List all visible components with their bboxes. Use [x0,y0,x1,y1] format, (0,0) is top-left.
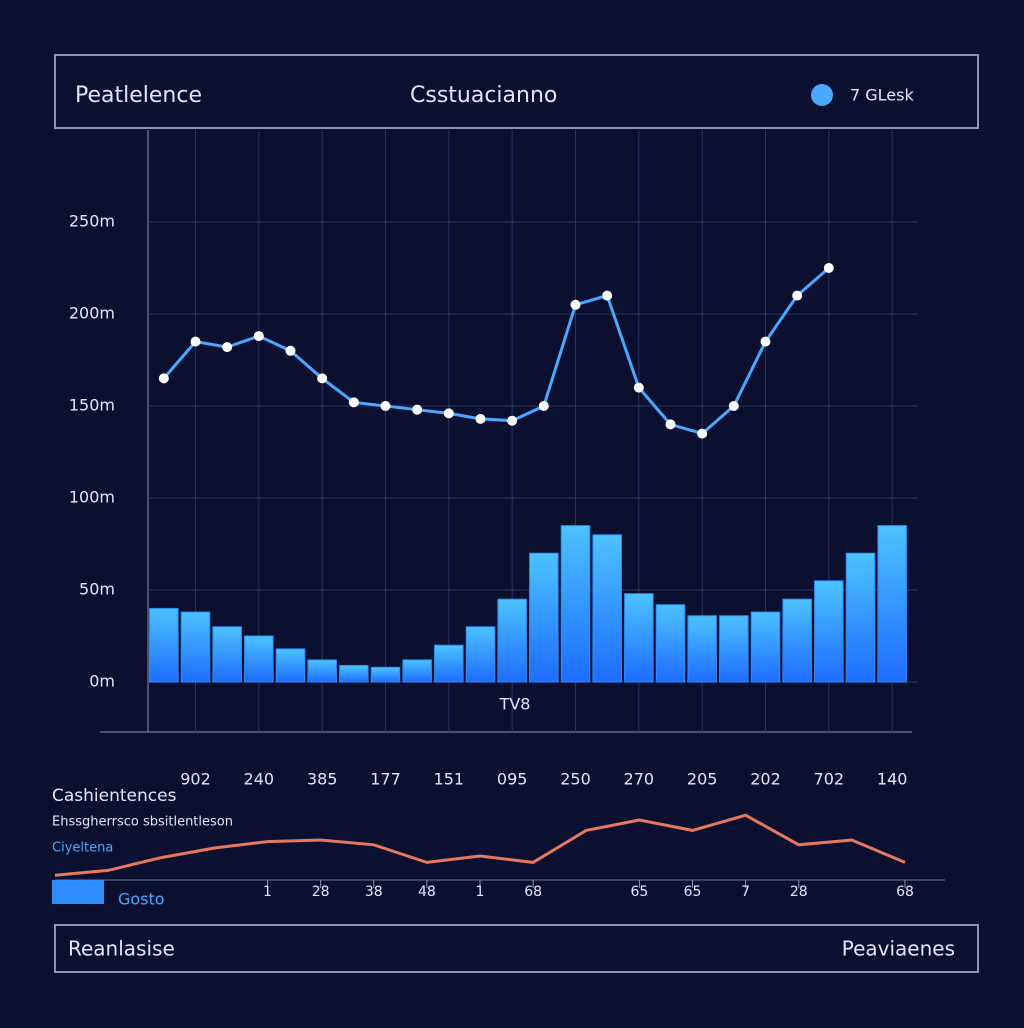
bar [560,525,591,683]
y-tick-label: 150m [69,396,115,415]
x-tick-label: 28 [312,884,330,900]
point [728,401,739,411]
bar [877,525,907,683]
point [285,345,296,356]
bar [370,666,401,683]
x-tick-label: 902 [180,770,211,789]
point [348,397,359,408]
y-tick-label: 0m [89,672,115,691]
point [760,336,771,347]
footer-right: Peaviaenes [842,937,955,961]
point [538,401,549,411]
y-tick-label: 200m [69,304,115,323]
y-tick-label: 50m [79,580,115,599]
point [412,404,423,415]
point [665,419,676,430]
bar [434,644,464,683]
x-tick-label: 28 [790,884,808,900]
x-tick-label: 177 [370,770,401,789]
point [475,413,486,424]
y-tick-label: 100m [69,488,115,507]
bar [465,626,496,683]
x-tick-label: 1 [476,884,485,900]
x-tick-label: 095 [497,770,528,789]
bar [244,635,274,683]
x-tick-label: 65 [684,884,702,900]
header-subtitle: Csstuacianno [410,83,557,108]
bar [339,664,369,683]
point [507,415,518,426]
line [162,266,830,436]
x-tick-label: 202 [750,770,781,789]
point [602,290,613,301]
chart-title: Cashientences [52,786,177,806]
point [158,373,169,384]
header-badge: 7 GLesk [850,86,914,105]
bar [402,659,432,683]
x-tick-label: 65 [630,884,648,900]
bar [750,611,781,683]
bar [149,607,179,683]
bar [814,580,844,683]
bar [845,552,876,683]
caption: Gosto [118,890,165,909]
footer-box [54,924,979,973]
x-tick-label: 250 [560,770,591,789]
bar [782,598,812,683]
point [222,342,233,353]
x-tick-label: 385 [307,770,338,789]
x-tick-label: 140 [877,770,908,789]
bar [307,659,337,683]
x-tick-label: 7 [741,884,750,900]
x-tick-label: 68 [896,884,914,900]
point [697,428,708,439]
bar [212,626,242,683]
x-tick-label: 48 [418,884,436,900]
bar [655,604,686,683]
x-tick-label: 1 [263,884,272,900]
annotation: TV8 [499,695,531,714]
x-tick-label: 240 [244,770,275,789]
line [54,813,906,877]
point [633,382,644,393]
point [570,299,581,310]
point [823,263,834,273]
bar [529,552,559,683]
legend-swatch [52,880,104,904]
header-box [54,54,979,129]
point [253,331,264,342]
x-tick-label: 702 [814,770,845,789]
header-title: Peatlelence [75,83,202,108]
point [443,408,454,419]
bar [275,648,306,683]
point [317,373,328,384]
chart-subtitle: Ehssgherrsco sbsitlentleson [52,815,233,830]
x-tick-label: 270 [624,770,655,789]
bar [592,534,622,683]
footer-left: Reanlasise [68,937,175,961]
bar [497,598,527,683]
point [190,336,201,347]
point [792,290,803,301]
bar [180,611,211,683]
point [380,401,391,411]
legend-label: Ciyeltena [52,841,113,856]
x-tick-label: 38 [365,884,383,900]
badge-icon [811,84,833,106]
y-tick-label: 250m [69,212,115,231]
bar [719,615,749,683]
bar [687,615,717,683]
x-tick-label: 68 [524,884,542,900]
x-tick-label: 205 [687,770,718,789]
x-tick-label: 151 [434,770,465,789]
bar [624,593,654,683]
